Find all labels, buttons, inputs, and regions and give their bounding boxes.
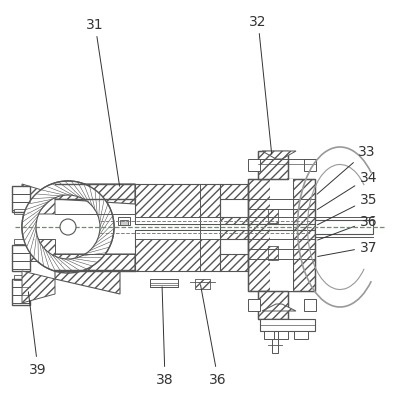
Polygon shape	[135, 185, 248, 224]
Polygon shape	[84, 188, 103, 207]
Circle shape	[60, 219, 76, 235]
Bar	[14, 209, 28, 214]
Bar	[272, 339, 278, 353]
Text: 33: 33	[317, 145, 376, 195]
Polygon shape	[25, 238, 44, 257]
Polygon shape	[74, 182, 91, 200]
Polygon shape	[33, 188, 52, 207]
Bar	[135, 230, 220, 240]
Text: 37: 37	[318, 240, 378, 257]
Bar	[12, 187, 30, 212]
Bar	[270, 180, 293, 291]
Bar	[12, 245, 30, 254]
Polygon shape	[22, 240, 55, 261]
Polygon shape	[45, 255, 62, 273]
Bar	[195, 279, 210, 289]
Polygon shape	[74, 255, 91, 273]
Bar	[248, 299, 260, 311]
Bar	[12, 187, 30, 195]
Bar	[268, 209, 278, 223]
Polygon shape	[262, 152, 296, 159]
Bar	[260, 319, 315, 331]
Polygon shape	[93, 238, 111, 257]
Bar	[258, 291, 288, 319]
Bar	[12, 195, 30, 202]
Text: 36: 36	[318, 214, 378, 240]
Bar	[135, 218, 220, 224]
Bar	[304, 299, 316, 311]
Polygon shape	[98, 212, 114, 228]
Bar	[12, 245, 30, 271]
Text: 32: 32	[249, 15, 272, 155]
Bar	[14, 275, 28, 280]
Bar	[258, 152, 288, 180]
Bar	[118, 218, 130, 225]
Bar	[248, 159, 260, 171]
Bar	[264, 331, 274, 339]
Bar	[14, 240, 28, 244]
Text: 34: 34	[317, 171, 378, 210]
Polygon shape	[98, 228, 114, 243]
Text: 36: 36	[201, 285, 227, 386]
Circle shape	[22, 182, 114, 273]
Polygon shape	[33, 248, 52, 267]
Bar	[248, 180, 315, 291]
Polygon shape	[22, 271, 55, 303]
Polygon shape	[22, 212, 38, 228]
Bar	[258, 152, 288, 180]
Bar	[258, 291, 288, 319]
Text: 31: 31	[86, 18, 120, 187]
Polygon shape	[55, 254, 135, 271]
Polygon shape	[60, 259, 76, 273]
Bar	[294, 331, 308, 339]
Bar	[304, 159, 316, 171]
Bar	[12, 295, 30, 303]
Bar	[268, 247, 278, 260]
Polygon shape	[262, 304, 296, 311]
Bar	[315, 221, 373, 235]
Text: 38: 38	[156, 287, 174, 386]
Text: 35: 35	[318, 192, 378, 225]
Bar	[12, 202, 30, 211]
Polygon shape	[22, 228, 38, 243]
Bar	[12, 279, 30, 287]
Bar	[150, 279, 178, 287]
Bar	[120, 221, 128, 225]
Polygon shape	[135, 230, 248, 271]
Polygon shape	[84, 248, 103, 267]
Bar	[248, 180, 270, 291]
Text: 39: 39	[28, 292, 47, 376]
Bar	[278, 331, 288, 339]
Polygon shape	[55, 271, 120, 294]
Bar	[12, 287, 30, 295]
Polygon shape	[60, 182, 76, 196]
Polygon shape	[22, 185, 55, 214]
Polygon shape	[55, 185, 135, 204]
Polygon shape	[25, 198, 44, 216]
Bar	[293, 180, 315, 291]
Bar	[12, 261, 30, 269]
Bar	[12, 254, 30, 261]
Bar	[12, 279, 30, 305]
Polygon shape	[93, 198, 111, 216]
Polygon shape	[45, 182, 62, 200]
